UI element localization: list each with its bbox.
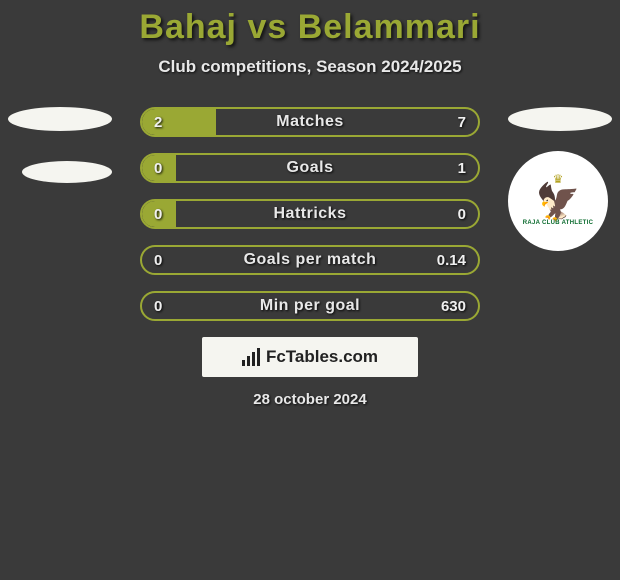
stat-value-right: 0 [458,201,466,227]
player-photo-placeholder [508,107,612,131]
stat-value-right: 1 [458,155,466,181]
stat-row: 0Hattricks0 [140,199,480,229]
chart-icon [242,348,260,366]
stat-label: Hattricks [142,201,478,227]
eagle-icon: 🦅 [536,184,581,220]
comparison-content: ♛ 🦅 RAJA CLUB ATHLETIC 2Matches70Goals10… [0,107,620,321]
left-player-badges [8,107,112,213]
club-logo-placeholder [22,161,112,183]
stat-value-right: 0.14 [437,247,466,273]
stat-label: Matches [142,109,478,135]
subtitle: Club competitions, Season 2024/2025 [0,57,620,77]
club-logo-raja: ♛ 🦅 RAJA CLUB ATHLETIC [508,151,608,251]
stat-row: 2Matches7 [140,107,480,137]
right-player-badges: ♛ 🦅 RAJA CLUB ATHLETIC [508,107,612,251]
page-title: Bahaj vs Belammari [0,0,620,47]
brand-badge: FcTables.com [202,337,418,377]
stat-value-right: 7 [458,109,466,135]
stat-row: 0Goals per match0.14 [140,245,480,275]
stat-row: 0Min per goal630 [140,291,480,321]
stat-label: Min per goal [142,293,478,319]
stat-bars: 2Matches70Goals10Hattricks00Goals per ma… [140,107,480,321]
stat-value-right: 630 [441,293,466,319]
club-name: RAJA CLUB ATHLETIC [523,220,594,226]
stat-label: Goals [142,155,478,181]
stat-row: 0Goals1 [140,153,480,183]
player-photo-placeholder [8,107,112,131]
stat-label: Goals per match [142,247,478,273]
brand-text: FcTables.com [266,347,378,367]
date-text: 28 october 2024 [0,391,620,408]
